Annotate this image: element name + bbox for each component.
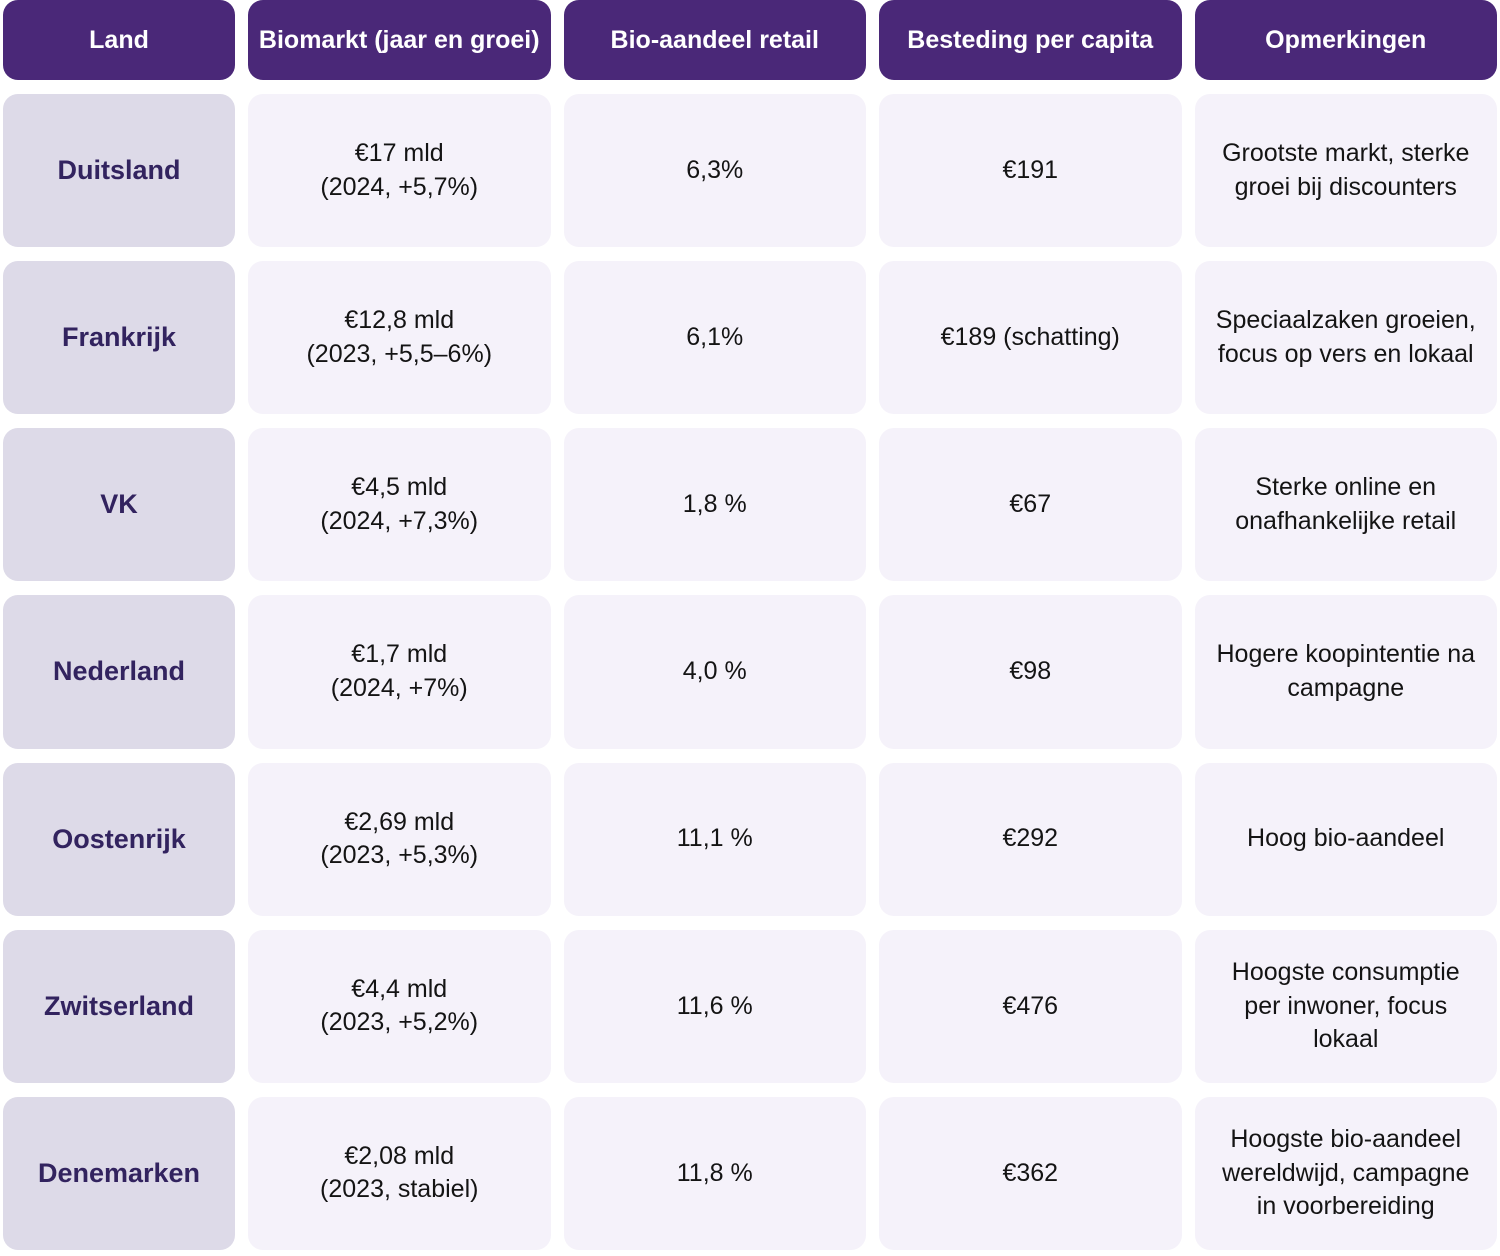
besteding-cell: €476	[879, 929, 1182, 1083]
bio-aandeel-cell: 11,1 %	[563, 762, 866, 916]
column-header-bio-aandeel: Bio-aandeel retail	[563, 0, 866, 80]
land-cell-denemarken: Denemarken	[3, 1096, 235, 1250]
bio-aandeel-cell: 4,0 %	[563, 595, 866, 749]
bio-aandeel-cell: 6,3%	[563, 94, 866, 248]
opmerkingen-cell: Grootste markt, sterke groei bij discoun…	[1194, 94, 1497, 248]
biomarkt-detail: (2024, +7%)	[330, 673, 468, 702]
opmerkingen-cell: Speciaalzaken groeien, focus op vers en …	[1194, 261, 1497, 415]
besteding-cell: €292	[879, 762, 1182, 916]
biomarkt-value: €1,7 mld	[351, 640, 448, 669]
biomarkt-cell: €17 mld (2024, +5,7%)	[248, 94, 551, 248]
opmerkingen-cell: Sterke online en onafhankelijke retail	[1194, 428, 1497, 582]
biomarkt-value: €4,5 mld	[351, 473, 448, 502]
biomarkt-cell: €4,4 mld (2023, +5,2%)	[248, 929, 551, 1083]
bio-aandeel-cell: 6,1%	[563, 261, 866, 415]
land-cell-duitsland: Duitsland	[3, 94, 235, 248]
biomarkt-cell: €1,7 mld (2024, +7%)	[248, 595, 551, 749]
biomarkt-value: €4,4 mld	[351, 974, 448, 1003]
besteding-cell: €189 (schatting)	[879, 261, 1182, 415]
biomarkt-cell: €4,5 mld (2024, +7,3%)	[248, 428, 551, 582]
opmerkingen-cell: Hoogste consumptie per inwoner, focus lo…	[1194, 929, 1497, 1083]
biomarkt-detail: (2023, +5,5–6%)	[306, 339, 493, 368]
bio-aandeel-cell: 1,8 %	[563, 428, 866, 582]
land-cell-zwitserland: Zwitserland	[3, 929, 235, 1083]
column-header-biomarkt: Biomarkt (jaar en groei)	[248, 0, 551, 80]
besteding-cell: €67	[879, 428, 1182, 582]
besteding-cell: €362	[879, 1096, 1182, 1250]
biomarkt-value: €2,69 mld	[344, 807, 455, 836]
column-header-land: Land	[3, 0, 235, 80]
biomarkt-detail: (2023, stabiel)	[320, 1175, 479, 1204]
opmerkingen-cell: Hoogste bio-aandeel wereldwijd, campagne…	[1194, 1096, 1497, 1250]
column-header-opmerkingen: Opmerkingen	[1194, 0, 1497, 80]
land-cell-vk: VK	[3, 428, 235, 582]
biomarkt-cell: €12,8 mld (2023, +5,5–6%)	[248, 261, 551, 415]
biomarkt-detail: (2024, +5,7%)	[320, 172, 479, 201]
biomarkt-detail: (2024, +7,3%)	[320, 506, 479, 535]
land-cell-nederland: Nederland	[3, 595, 235, 749]
besteding-cell: €191	[879, 94, 1182, 248]
bio-aandeel-cell: 11,8 %	[563, 1096, 866, 1250]
opmerkingen-cell: Hoog bio-aandeel	[1194, 762, 1497, 916]
opmerkingen-cell: Hogere koopintentie na campagne	[1194, 595, 1497, 749]
biomarkt-value: €2,08 mld	[344, 1141, 455, 1170]
biomarkt-value: €17 mld	[354, 139, 444, 168]
biomarkt-detail: (2023, +5,2%)	[320, 1008, 479, 1037]
bio-aandeel-cell: 11,6 %	[563, 929, 866, 1083]
biomarkt-cell: €2,08 mld (2023, stabiel)	[248, 1096, 551, 1250]
land-cell-oostenrijk: Oostenrijk	[3, 762, 235, 916]
biomarkt-value: €12,8 mld	[344, 306, 455, 335]
land-cell-frankrijk: Frankrijk	[3, 261, 235, 415]
column-header-besteding: Besteding per capita	[879, 0, 1182, 80]
biomarkt-cell: €2,69 mld (2023, +5,3%)	[248, 762, 551, 916]
biomarkt-detail: (2023, +5,3%)	[320, 841, 479, 870]
besteding-cell: €98	[879, 595, 1182, 749]
